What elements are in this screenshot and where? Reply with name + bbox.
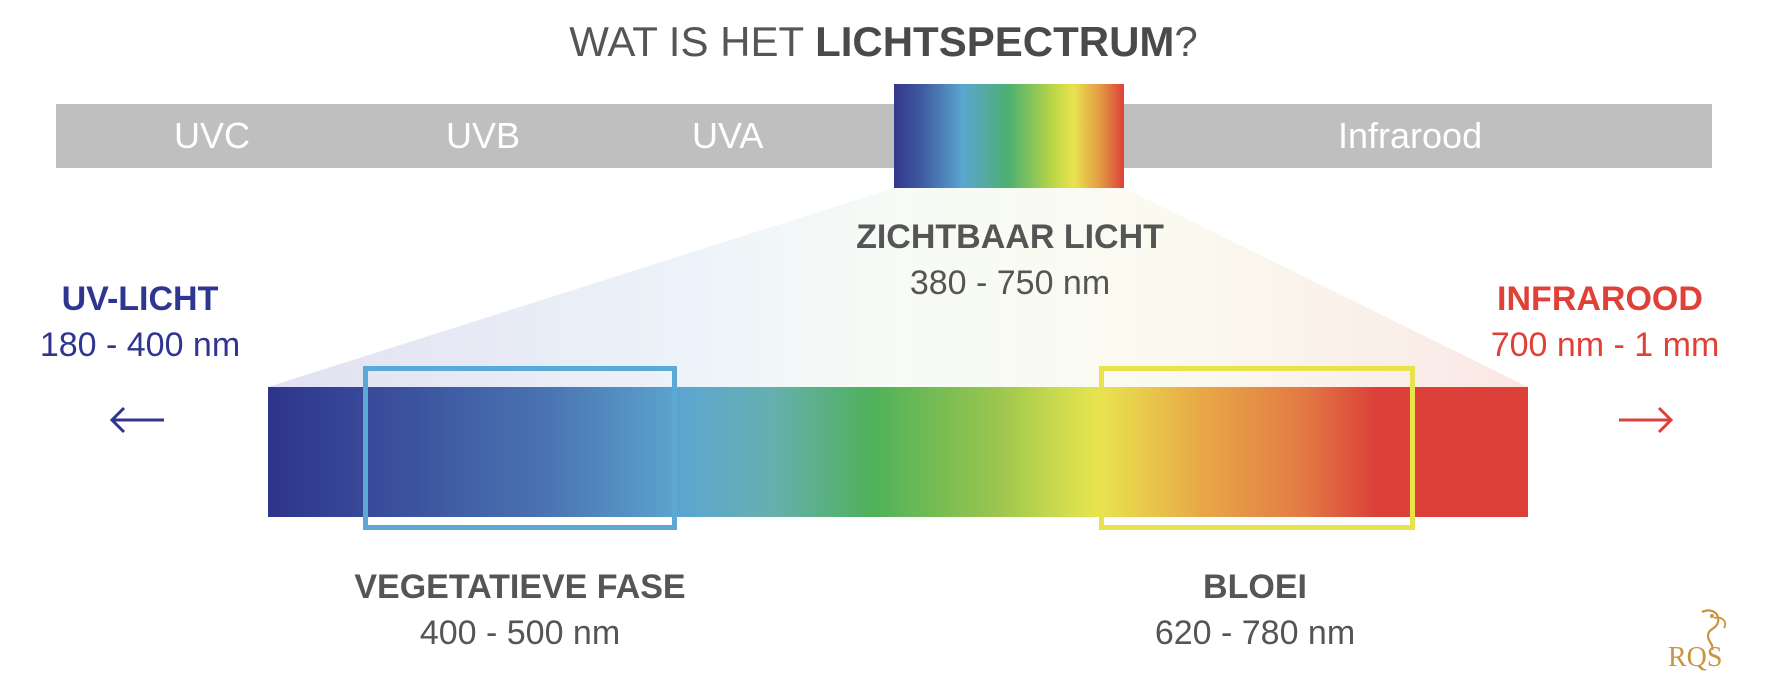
visible-spectrum-bar [268, 387, 1528, 517]
band-label-infrared: Infrarood [1338, 115, 1483, 156]
vegetative-range: 400 - 500 nm [419, 614, 621, 652]
bloom-heading: BLOEI [1203, 568, 1307, 606]
infrared-range: 700 nm - 1 mm [1490, 326, 1720, 364]
visible-light-heading: ZICHTBAAR LICHT [856, 218, 1164, 256]
vegetative-range-box [363, 366, 677, 530]
band-label-uvc: UVC [174, 115, 251, 156]
page-title: WAT IS HET LICHTSPECTRUM? [0, 18, 1767, 66]
title-prefix: WAT IS HET [569, 18, 816, 65]
bloom-range-box [1099, 366, 1415, 530]
uv-range: 180 - 400 nm [39, 326, 241, 364]
arrow-right-icon [1619, 406, 1674, 434]
title-suffix: ? [1174, 18, 1198, 65]
arrow-left-icon [109, 406, 164, 434]
rqs-logo: RQS [1668, 609, 1727, 673]
band-label-uvb: UVB [446, 115, 521, 156]
infrared-heading: INFRAROOD [1497, 280, 1703, 318]
visible-light-segment [894, 84, 1124, 188]
logo-text: RQS [1668, 642, 1722, 673]
band-label-uva: UVA [692, 115, 764, 156]
uv-heading: UV-LICHT [61, 280, 219, 318]
visible-light-range: 380 - 750 nm [909, 264, 1111, 302]
bloom-range: 620 - 780 nm [1154, 614, 1356, 652]
spectrum-band [56, 104, 1712, 168]
vegetative-heading: VEGETATIEVE FASE [354, 568, 686, 606]
title-bold: LICHTSPECTRUM [815, 18, 1175, 65]
